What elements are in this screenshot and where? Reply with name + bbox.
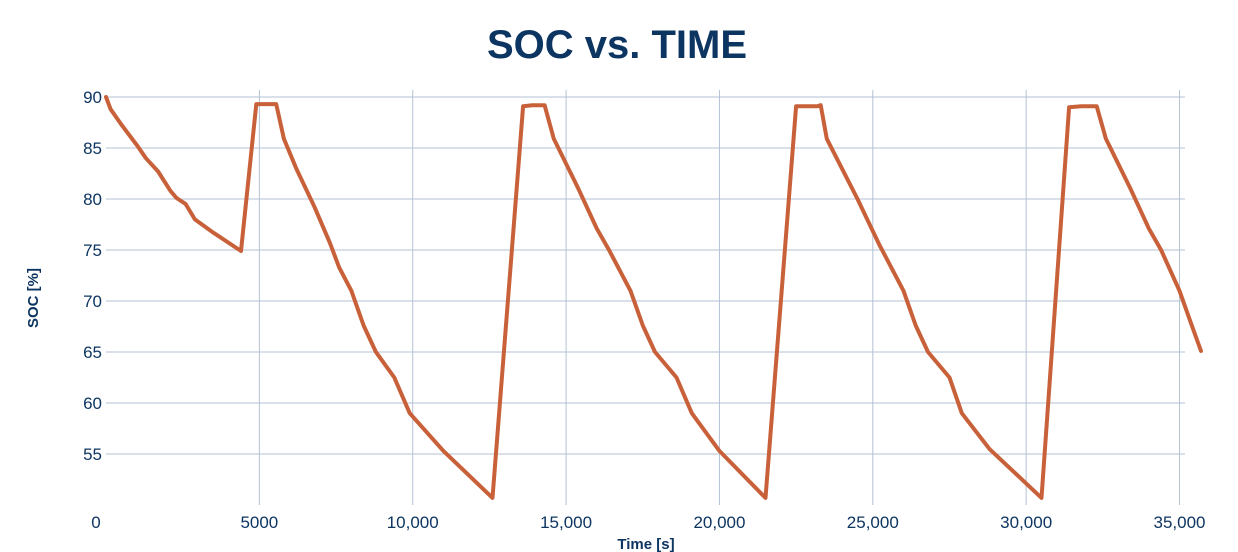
x-tick-label: 25,000 [847, 513, 899, 532]
chart-title: SOC vs. TIME [487, 23, 747, 67]
series-layer [104, 95, 1203, 500]
x-tick-label: 20,000 [693, 513, 745, 532]
y-tick-label: 80 [83, 190, 102, 209]
gridlines [106, 90, 1185, 505]
x-tick-label: 5000 [240, 513, 278, 532]
x-axis-label: Time [s] [617, 536, 674, 552]
x-tick-label: 0 [91, 513, 100, 532]
soc-series-line [104, 95, 1203, 500]
x-tick-label: 15,000 [540, 513, 592, 532]
x-tick-label: 30,000 [1000, 513, 1052, 532]
y-tick-label: 70 [83, 292, 102, 311]
y-tick-label: 90 [83, 88, 102, 107]
y-tick-label: 85 [83, 139, 102, 158]
y-tick-label: 55 [83, 445, 102, 464]
y-tick-label: 75 [83, 241, 102, 260]
y-axis-label: SOC [%] [25, 268, 42, 328]
x-tick-label: 35,000 [1154, 513, 1206, 532]
y-tick-label: 60 [83, 394, 102, 413]
tick-labels: 55 60 65 70 75 80 85 90 0 5000 10,000 15,000 20,000 2… [83, 88, 1205, 532]
x-tick-label: 10,000 [387, 513, 439, 532]
y-tick-label: 65 [83, 343, 102, 362]
